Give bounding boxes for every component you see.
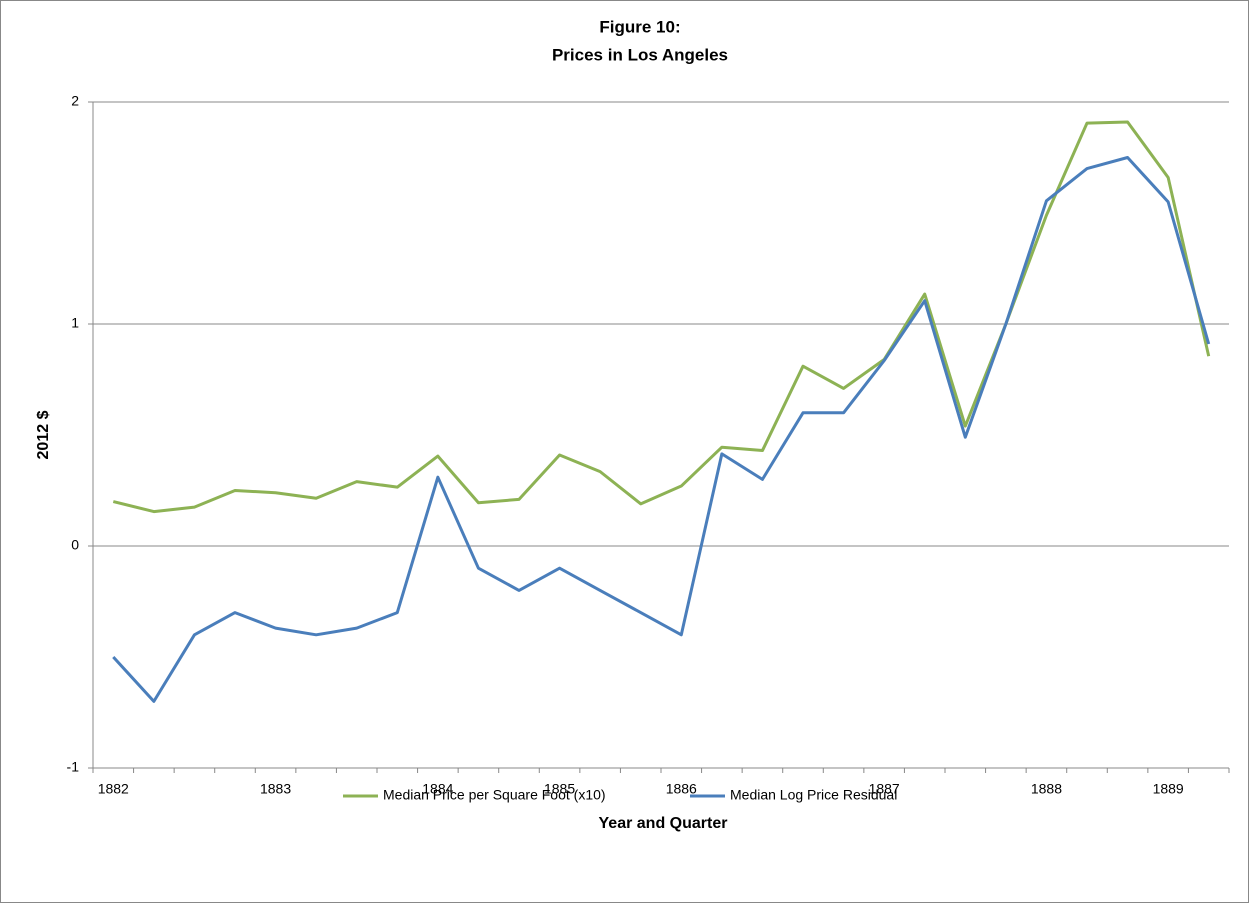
x-tick-label: 1888 [1031, 781, 1062, 797]
series-line [112, 156, 1211, 703]
x-tick-label: 1885 [544, 781, 575, 797]
x-tick-label: 1882 [98, 781, 129, 797]
x-tick-label: 1887 [869, 781, 900, 797]
chart-subtitle: Prices in Los Angeles [552, 45, 728, 64]
x-axis-label: Year and Quarter [599, 815, 728, 832]
legend-label: Median Price per Square Foot (x10) [383, 787, 606, 803]
x-tick-label: 1886 [666, 781, 697, 797]
x-tick-label: 1883 [260, 781, 291, 797]
y-tick-label: 1 [71, 315, 79, 331]
x-tick-label: 1884 [422, 781, 453, 797]
y-tick-label: 0 [71, 537, 79, 553]
x-tick-label: 1889 [1153, 781, 1184, 797]
chart-title: Figure 10: [599, 17, 680, 36]
series-line [112, 120, 1211, 514]
y-tick-label: 2 [71, 93, 79, 109]
y-axis-label: 2012 $ [35, 410, 52, 459]
legend-label: Median Log Price Residual [730, 787, 897, 803]
y-tick-label: -1 [67, 759, 80, 775]
